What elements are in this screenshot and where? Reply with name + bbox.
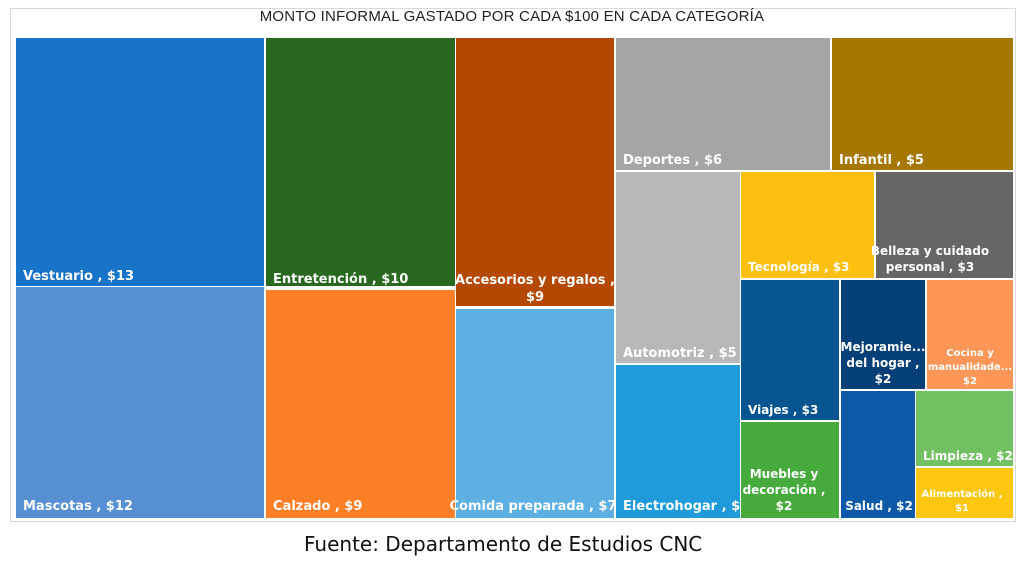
- tile-label: $1: [955, 503, 969, 514]
- tile-viajes: Viajes , $3: [741, 280, 839, 420]
- tile-label: Electrohogar , $4: [623, 499, 749, 514]
- tile-label: $9: [526, 290, 544, 305]
- tile-accesorios-y-regalos: Accesorios y regalos , $9: [455, 38, 615, 306]
- tile-label: Vestuario , $13: [23, 269, 134, 284]
- tile-limpieza: Limpieza , $2: [916, 391, 1013, 466]
- tile-infantil: Infantil , $5: [832, 38, 1013, 170]
- tile-rect: [832, 38, 1013, 170]
- tile-label: Viajes , $3: [748, 403, 818, 417]
- tile-rect: [741, 172, 874, 278]
- tile-mejoramiento-del-hogar: Mejoramie... del hogar , $2: [841, 280, 926, 389]
- tile-label: $2: [963, 376, 977, 387]
- tile-rect: [266, 290, 455, 518]
- tile-label: Entretención , $10: [273, 272, 408, 287]
- tile-label: Comida preparada , $7: [449, 499, 616, 514]
- source-note: Fuente: Departamento de Estudios CNC: [304, 532, 703, 556]
- tile-label: Muebles y: [750, 467, 819, 481]
- tile-rect: [616, 365, 740, 518]
- tile-rect: [16, 287, 264, 518]
- tile-label: personal , $3: [886, 260, 974, 274]
- tile-tecnolog-a: Tecnología , $3: [741, 172, 874, 278]
- tile-calzado: Calzado , $9: [266, 290, 455, 518]
- tile-label: Salud , $2: [845, 499, 913, 513]
- tile-comida-preparada: Comida preparada , $7: [449, 309, 617, 518]
- tile-label: decoración ,: [743, 483, 826, 497]
- tile-rect: [841, 280, 925, 389]
- tile-electrohogar: Electrohogar , $4: [616, 365, 749, 518]
- tile-label: Tecnología , $3: [748, 260, 849, 274]
- tile-label: $2: [776, 499, 793, 513]
- chart-title: MONTO INFORMAL GASTADO POR CADA $100 EN …: [259, 8, 765, 25]
- tile-cocina-y-manualidades: Cocina y manualidade... $2: [927, 280, 1013, 389]
- tile-label: $2: [875, 372, 892, 386]
- tile-rect: [841, 391, 915, 518]
- tile-alimentaci-n: Alimentación , $1: [916, 468, 1013, 518]
- tile-label: Mascotas , $12: [23, 499, 133, 514]
- tile-rect: [741, 280, 839, 420]
- tile-rect: [616, 38, 830, 170]
- tile-rect: [876, 172, 1013, 278]
- tile-rect: [741, 422, 839, 518]
- tile-label: del hogar ,: [846, 356, 919, 370]
- tile-rect: [16, 38, 264, 286]
- tile-label: Alimentación ,: [921, 488, 1002, 500]
- tile-rect: [456, 309, 614, 518]
- tile-label: Limpieza , $2: [923, 449, 1013, 463]
- tile-belleza-y-cuidado-personal: Belleza y cuidado personal , $3: [871, 172, 1013, 278]
- tile-vestuario: Vestuario , $13: [16, 38, 264, 286]
- tile-label: Belleza y cuidado: [871, 244, 989, 258]
- tile-rect: [616, 172, 740, 363]
- tile-rect: [456, 38, 614, 306]
- tile-mascotas: Mascotas , $12: [16, 287, 264, 518]
- tile-entretenci-n: Entretención , $10: [266, 38, 455, 287]
- tile-rect: [916, 468, 1013, 518]
- tile-deportes: Deportes , $6: [616, 38, 830, 170]
- tile-rect: [266, 38, 455, 286]
- tile-label: Mejoramie...: [841, 340, 926, 354]
- tile-label: Accesorios y regalos ,: [455, 273, 615, 288]
- tile-muebles-y-decoraci-n: Muebles y decoración , $2: [741, 422, 839, 518]
- tile-label: manualidade...: [928, 362, 1012, 373]
- tile-label: Infantil , $5: [839, 153, 924, 168]
- tile-automotriz: Automotriz , $5: [616, 172, 740, 363]
- tile-label: Automotriz , $5: [623, 346, 737, 361]
- tile-label: Cocina y: [946, 348, 994, 359]
- tile-label: Deportes , $6: [623, 153, 722, 168]
- tile-label: Calzado , $9: [273, 499, 362, 514]
- tile-salud: Salud , $2: [841, 391, 915, 518]
- tile-rect: [927, 280, 1013, 389]
- tile-rect: [916, 391, 1013, 466]
